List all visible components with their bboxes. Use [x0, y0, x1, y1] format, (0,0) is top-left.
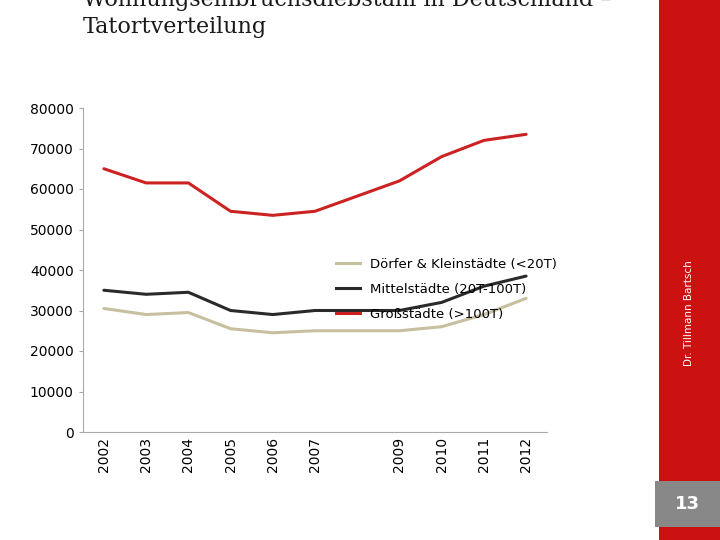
Text: 13: 13 [675, 495, 700, 512]
Text: Dr. Tillmann Bartsch: Dr. Tillmann Bartsch [685, 260, 694, 366]
Text: Wohnungseinbruchsdiebstahl in Deutschland –
Tatortverteilung: Wohnungseinbruchsdiebstahl in Deutschlan… [83, 0, 611, 38]
Legend: Dörfer & Kleinstädte (<20T), Mittelstädte (20T-100T), Großstädte (>100T): Dörfer & Kleinstädte (<20T), Mittelstädt… [331, 253, 562, 326]
